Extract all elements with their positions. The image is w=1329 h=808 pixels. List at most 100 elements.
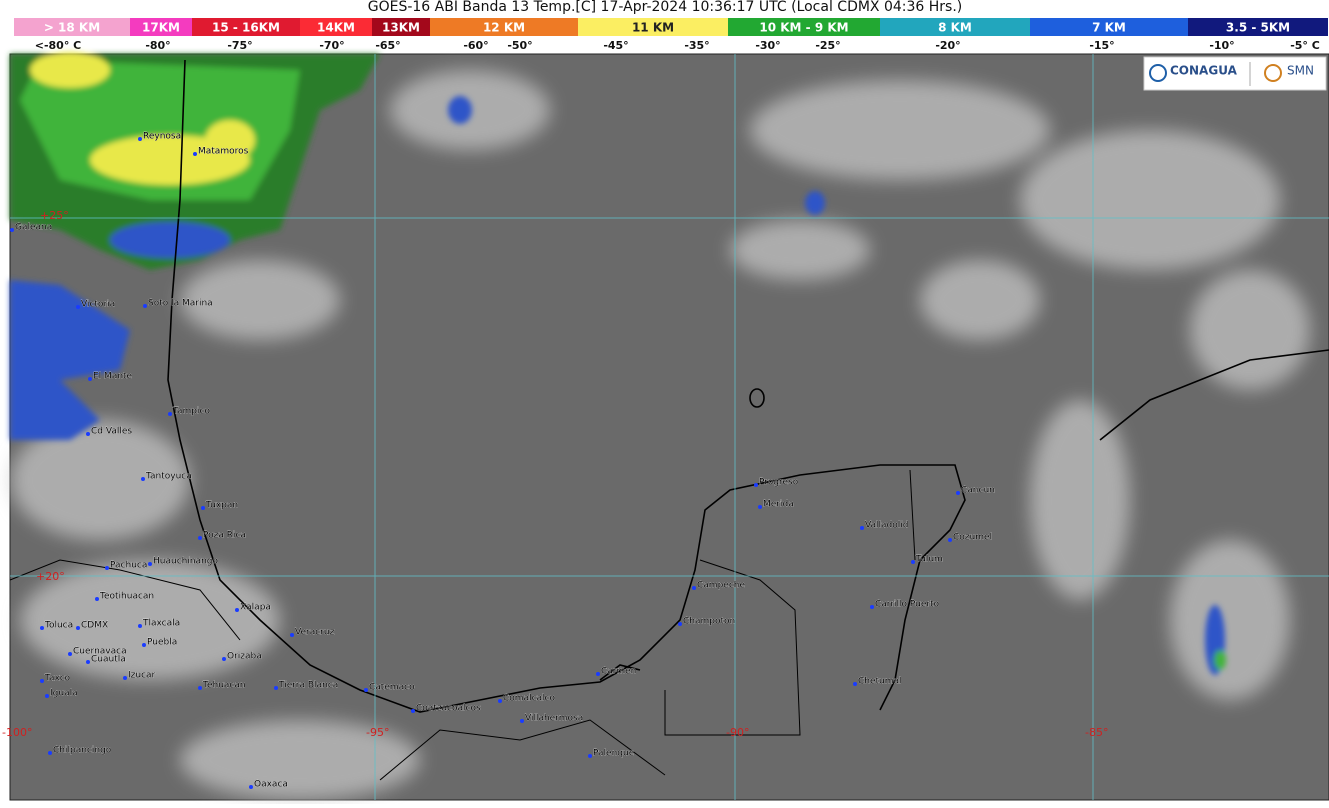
city-label: Catemaco [369, 683, 415, 693]
city-dot [588, 754, 592, 758]
city-dot [235, 608, 239, 612]
city-dot [274, 686, 278, 690]
city-label: Pachuca [110, 561, 147, 571]
graticule-label: -90° [726, 726, 749, 739]
city-label: Tulum [915, 555, 943, 565]
city-dot [86, 432, 90, 436]
city-label: Oaxaca [254, 780, 288, 790]
city-dot [411, 709, 415, 713]
city-label: Soto la Marina [148, 299, 213, 309]
city-label: Campeche [697, 581, 745, 591]
city-dot [911, 560, 915, 564]
city-dot [48, 751, 52, 755]
colorbar-segment [372, 18, 430, 36]
city-label: Cuautla [91, 655, 126, 665]
colorbar-segment [1030, 18, 1188, 36]
city-dot [860, 526, 864, 530]
city-label: Chilpancingo [53, 746, 112, 756]
city-dot [86, 660, 90, 664]
city-dot [138, 137, 142, 141]
temperature-label: -75° [227, 39, 252, 52]
city-dot [290, 633, 294, 637]
city-label: Champoton [683, 617, 735, 627]
city-dot [40, 679, 44, 683]
city-dot [596, 672, 600, 676]
city-label: Villahermosa [525, 714, 583, 724]
title: GOES-16 ABI Banda 13 Temp.[C] 17-Apr-202… [368, 0, 963, 15]
temperature-label: -30° [755, 39, 780, 52]
colorbar-label: 13KM [382, 21, 420, 35]
city-dot [168, 412, 172, 416]
city-dot [758, 505, 762, 509]
city-label: Xalapa [240, 603, 271, 613]
city-dot [201, 506, 205, 510]
city-dot [105, 566, 109, 570]
temperature-label: -25° [815, 39, 840, 52]
colorbar-label: 10 KM - 9 KM [759, 21, 848, 35]
city-label: Puebla [147, 638, 177, 648]
city-label: Taxco [44, 674, 71, 684]
colorbar-label: 12 KM [483, 21, 525, 35]
city-label: Huauchinango [153, 557, 218, 567]
city-label: Galeana [15, 223, 52, 233]
city-dot [678, 622, 682, 626]
clouds [10, 70, 1310, 800]
city-label: Tehuacan [202, 681, 246, 691]
colorbar-segment [300, 18, 372, 36]
city-dot [853, 682, 857, 686]
city-dot [148, 562, 152, 566]
city-label: Carmen [601, 667, 636, 677]
graticule-label: -85° [1085, 726, 1108, 739]
city-label: Poza Rica [203, 531, 246, 541]
city-dot [88, 377, 92, 381]
temperature-label: -70° [319, 39, 344, 52]
city-label: Comalcalco [503, 694, 555, 704]
city-label: El Mante [93, 372, 133, 382]
city-dot [68, 652, 72, 656]
logo-box: CONAGUA SMN [1143, 56, 1327, 91]
city-label: Izucar [128, 671, 156, 681]
graticule-label: -95° [366, 726, 389, 739]
city-dot [76, 626, 80, 630]
city-dot [249, 785, 253, 789]
colorbar-label: 8 KM [938, 21, 972, 35]
city-dot [141, 477, 145, 481]
city-dot [956, 491, 960, 495]
temperature-label: -65° [375, 39, 400, 52]
city-label: Toluca [44, 621, 73, 631]
temperature-label: -5° C [1290, 39, 1320, 52]
city-dot [193, 152, 197, 156]
city-dot [198, 536, 202, 540]
temperature-label: -45° [603, 39, 628, 52]
city-label: Palenque [593, 749, 635, 759]
city-label: Tlaxcala [142, 619, 180, 629]
city-label: Merida [763, 500, 794, 510]
city-label: CDMX [81, 621, 108, 631]
city-label: Cancun [961, 486, 995, 496]
city-dot [498, 699, 502, 703]
colorbar-label: 3.5 - 5KM [1226, 21, 1290, 35]
city-label: Reynosa [143, 132, 181, 142]
city-label: Teotihuacan [99, 592, 154, 602]
temperature-label: -60° [463, 39, 488, 52]
temperature-label: -10° [1209, 39, 1234, 52]
temperature-label: -35° [684, 39, 709, 52]
city-label: Coatzacoalcos [416, 704, 481, 714]
city-dot [520, 719, 524, 723]
temperature-label: -50° [507, 39, 532, 52]
colorbar-label: > 18 KM [44, 21, 100, 35]
city-label: Cozumel [953, 533, 992, 543]
temperature-label: -80° [145, 39, 170, 52]
city-dot [222, 657, 226, 661]
city-label: Tierra Blanca [278, 681, 338, 691]
city-label: Veracruz [295, 628, 335, 638]
city-label: Tantoyuca [145, 472, 192, 482]
city-dot [948, 538, 952, 542]
logo-conagua: CONAGUA [1170, 64, 1238, 78]
colorbar-label: 14KM [317, 21, 355, 35]
city-label: Tampico [172, 407, 210, 417]
city-label: Cuernavaca [73, 647, 127, 657]
city-dot [95, 597, 99, 601]
